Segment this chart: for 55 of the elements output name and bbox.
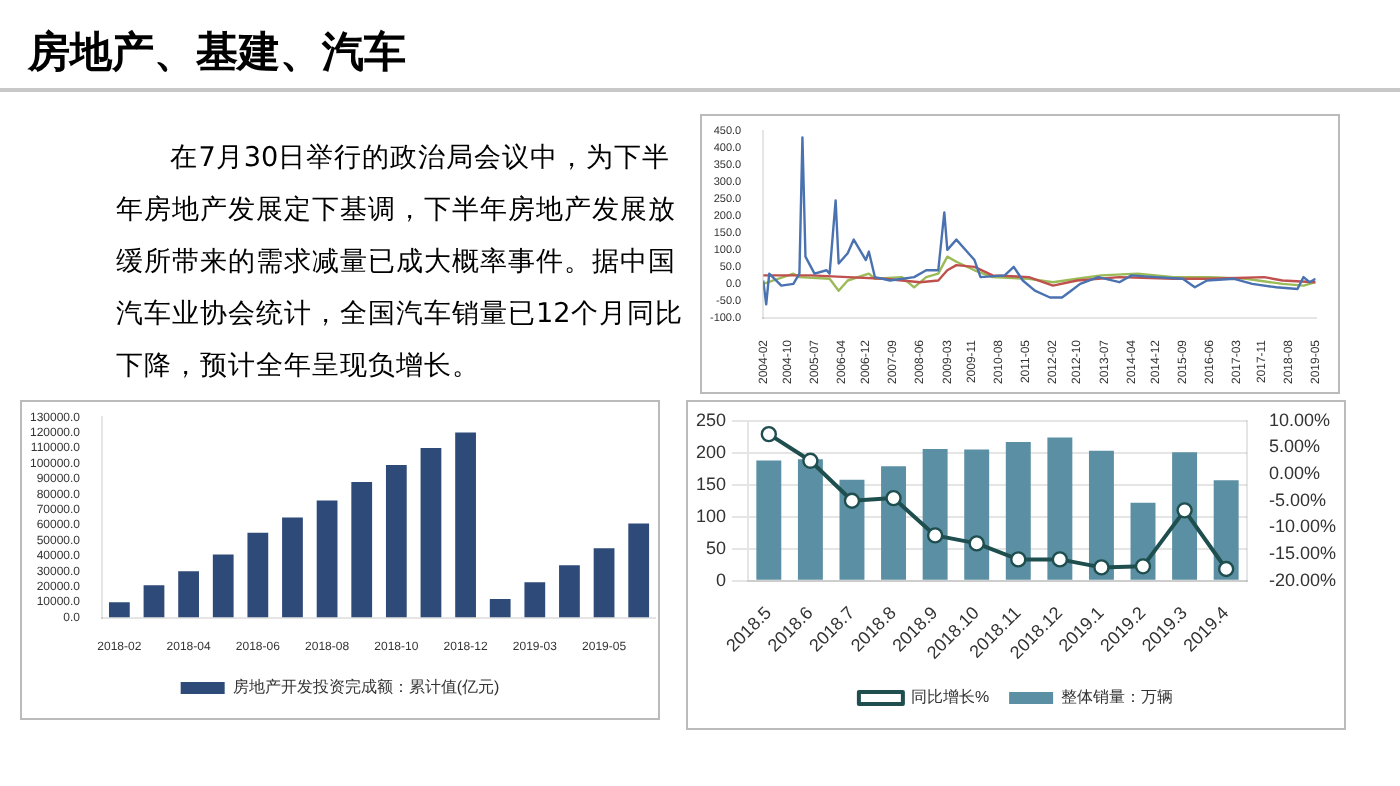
bar [756,460,782,580]
bar [922,448,948,580]
y-tick-label: 0 [716,569,727,590]
bar [489,599,511,618]
bar [143,585,165,618]
y-tick-label: 200 [695,441,727,462]
y2-tick-label: 10.00% [1268,409,1331,430]
y2-tick-label: -20.00% [1268,569,1337,590]
bar [1047,437,1073,580]
y2-tick-label: -5.00% [1268,489,1327,510]
point [1010,551,1027,568]
bar [455,432,476,618]
bar [282,517,303,618]
bar [628,523,650,618]
bar [1088,450,1114,580]
bar [1005,441,1031,580]
point [1134,558,1152,575]
point [885,489,902,507]
y-tick-label: 100 [695,505,727,526]
point [968,535,985,552]
bar [385,464,407,618]
point [1051,551,1069,568]
bar [797,459,823,580]
bar [1172,452,1198,580]
point [843,492,861,509]
point [760,425,778,443]
bar [108,602,130,618]
text: 在7月30日举行的政治局会议中，为下半年房地产发展定下基调，下半年房地产发展放缓所带来的需求减量已成大概率事件。据中国汽车业协会统计，全国汽车销量已12个月同比下降，预计全年呈现负增长。 [116,140,685,386]
bar [964,449,990,580]
y2-tick-label: -15.00% [1268,543,1337,564]
bar [351,481,373,618]
y-tick-label: 50 [706,537,727,558]
y2-tick-label: -10.00% [1268,516,1337,537]
legend-label: 房地产开发投资完成额：累计值(亿元) [232,678,500,697]
bar [178,571,199,618]
y-tick-label: 250 [695,409,727,430]
legend-label: 整体销量：万辆 [1061,688,1174,707]
point [1217,560,1235,578]
bar [212,554,234,618]
bar [593,548,615,618]
y2-tick-label: 0.00% [1268,463,1321,484]
point [926,527,944,544]
y2-tick-label: 5.00% [1268,436,1321,457]
bar [524,582,546,618]
point [1093,559,1110,576]
bar [559,565,580,618]
bar [420,448,442,618]
legend-label: 同比增长% [910,688,990,707]
point [1176,502,1193,519]
text: 房地产、基建、汽车 [28,26,406,80]
bar [247,532,269,618]
y-tick-label: 150 [695,473,727,494]
bar [881,466,907,580]
bar [316,500,338,618]
point [802,452,819,469]
